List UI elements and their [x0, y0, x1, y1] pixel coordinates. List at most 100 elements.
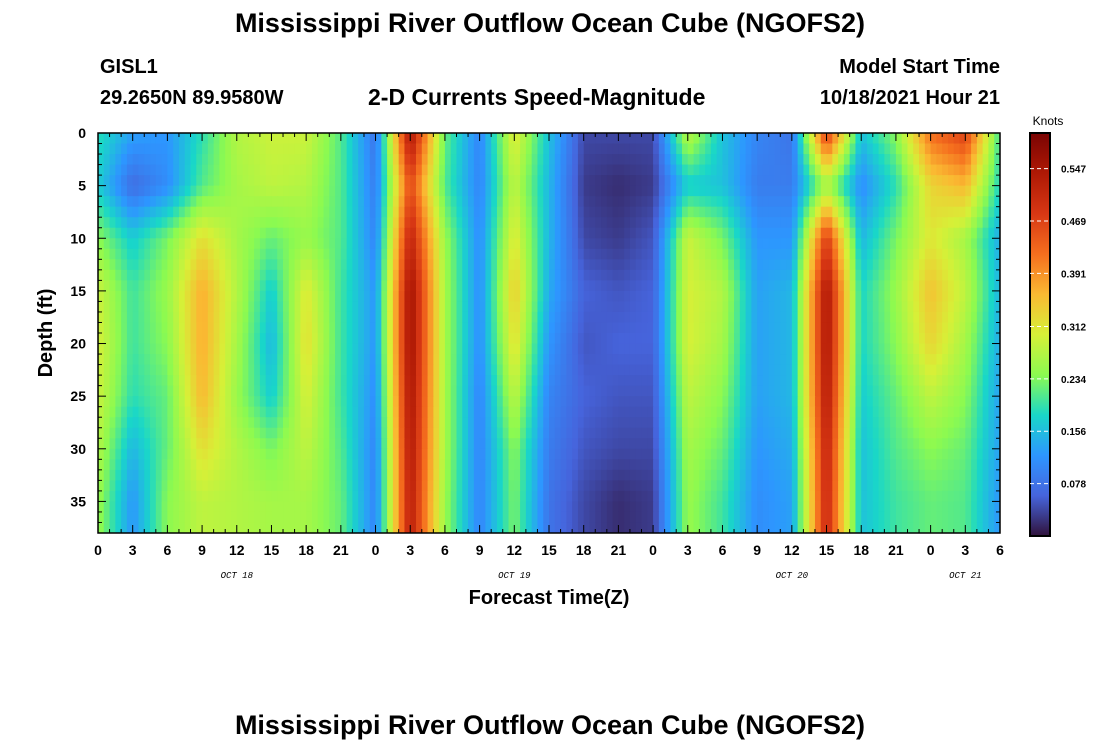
- heatmap-cell: [867, 248, 874, 260]
- heatmap-cell: [693, 185, 700, 197]
- heatmap-cell: [710, 143, 718, 155]
- heatmap-cell: [352, 185, 359, 197]
- heatmap-cell: [664, 154, 672, 166]
- heatmap-cell: [629, 269, 637, 281]
- heatmap-cell: [976, 217, 984, 229]
- heatmap-cell: [734, 206, 741, 218]
- heatmap-cell: [346, 269, 354, 281]
- heatmap-cell: [797, 269, 805, 281]
- heatmap-cell: [173, 354, 180, 366]
- heatmap-cell: [207, 406, 215, 418]
- heatmap-cell: [624, 164, 631, 176]
- heatmap-cell: [520, 133, 527, 145]
- heatmap-cell: [907, 133, 914, 145]
- heatmap-cell: [207, 417, 215, 429]
- heatmap-cell: [895, 301, 903, 313]
- heatmap-cell: [589, 154, 596, 166]
- heatmap-cell: [676, 269, 683, 281]
- heatmap-cell: [601, 438, 608, 450]
- heatmap-cell: [271, 143, 278, 155]
- heatmap-cell: [271, 175, 278, 187]
- heatmap-cell: [676, 333, 683, 345]
- heatmap-cell: [884, 269, 891, 281]
- heatmap-cell: [98, 448, 105, 460]
- heatmap-cell: [352, 459, 359, 471]
- heatmap-cell: [369, 175, 377, 187]
- heatmap-cell: [699, 364, 706, 376]
- heatmap-cell: [317, 143, 325, 155]
- heatmap-cell: [745, 290, 752, 303]
- heatmap-cell: [780, 375, 787, 387]
- heatmap-cell: [462, 185, 469, 197]
- heatmap-cell: [468, 280, 475, 292]
- heatmap-cell: [202, 301, 209, 313]
- heatmap-cell: [219, 196, 226, 208]
- heatmap-cell: [196, 322, 203, 334]
- heatmap-cell: [271, 206, 278, 218]
- heatmap-cell: [398, 427, 406, 439]
- heatmap-cell: [554, 438, 562, 450]
- heatmap-cell: [323, 333, 330, 345]
- heatmap-cell: [427, 438, 434, 450]
- heatmap-cell: [855, 217, 862, 229]
- heatmap-cell: [508, 301, 515, 313]
- heatmap-cell: [259, 427, 267, 439]
- heatmap-cell: [167, 217, 174, 229]
- heatmap-cell: [670, 217, 677, 229]
- heatmap-cell: [236, 143, 244, 155]
- heatmap-cell: [444, 354, 452, 366]
- heatmap-cell: [462, 227, 469, 239]
- heatmap-cell: [502, 248, 510, 260]
- heatmap-cell: [335, 333, 342, 345]
- heatmap-cell: [624, 133, 631, 145]
- heatmap-cell: [317, 417, 325, 429]
- heatmap-cell: [294, 354, 301, 366]
- heatmap-cell: [867, 459, 874, 471]
- heatmap-cell: [965, 364, 972, 376]
- heatmap-cell: [930, 280, 937, 292]
- heatmap-cell: [653, 206, 660, 218]
- heatmap-cell: [242, 164, 249, 176]
- heatmap-cell: [705, 396, 712, 408]
- heatmap-cell: [387, 311, 394, 324]
- heatmap-cell: [843, 154, 851, 166]
- heatmap-cell: [340, 396, 348, 408]
- heatmap-cell: [820, 301, 828, 313]
- heatmap-cell: [508, 280, 515, 292]
- heatmap-cell: [259, 364, 267, 376]
- heatmap-cell: [254, 290, 261, 303]
- heatmap-cell: [560, 196, 567, 208]
- heatmap-cell: [624, 343, 631, 355]
- heatmap-cell: [462, 175, 469, 187]
- heatmap-cell: [496, 448, 504, 460]
- heatmap-cell: [803, 154, 810, 166]
- heatmap-cell: [439, 375, 446, 387]
- heatmap-cell: [537, 143, 544, 155]
- heatmap-cell: [953, 269, 961, 281]
- heatmap-cell: [161, 206, 168, 218]
- heatmap-cell: [601, 217, 608, 229]
- heatmap-cell: [739, 133, 747, 145]
- heatmap-cell: [288, 217, 296, 229]
- heatmap-cell: [751, 322, 758, 334]
- heatmap-cell: [369, 364, 377, 376]
- heatmap-cell: [942, 227, 949, 239]
- heatmap-cell: [641, 259, 648, 271]
- heatmap-cell: [965, 175, 972, 187]
- heatmap-cell: [352, 143, 359, 155]
- heatmap-cell: [502, 133, 510, 145]
- heatmap-cell: [976, 396, 984, 408]
- heatmap-cell: [762, 259, 770, 271]
- heatmap-cell: [976, 459, 984, 471]
- heatmap-cell: [965, 185, 972, 197]
- heatmap-cell: [236, 406, 244, 418]
- heatmap-cell: [514, 143, 521, 155]
- heatmap-cell: [739, 417, 747, 429]
- heatmap-cell: [658, 322, 666, 334]
- heatmap-cell: [947, 280, 955, 292]
- heatmap-cell: [595, 417, 602, 429]
- heatmap-cell: [323, 227, 330, 239]
- heatmap-cell: [930, 301, 937, 313]
- heatmap-cell: [358, 259, 365, 271]
- heatmap-cell: [173, 227, 180, 239]
